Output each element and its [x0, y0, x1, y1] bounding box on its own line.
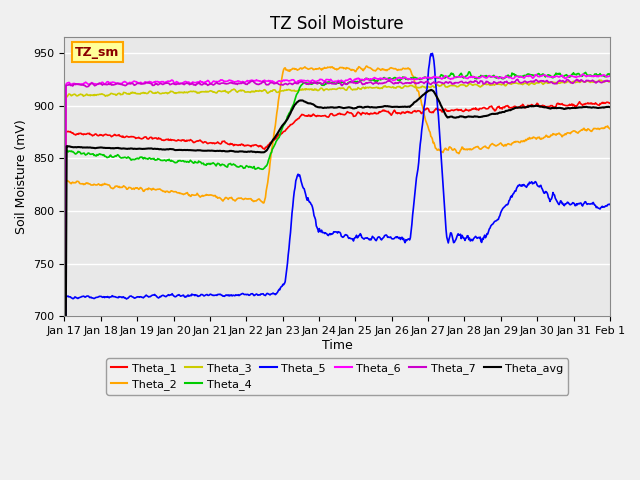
- Theta_2: [287, 67, 294, 72]
- Theta_5: [129, 294, 136, 300]
- Line: Theta_4: Theta_4: [65, 72, 640, 480]
- Line: Theta_7: Theta_7: [65, 79, 640, 480]
- Theta_3: [236, 88, 243, 94]
- Theta_7: [236, 81, 243, 86]
- Theta_7: [448, 81, 456, 87]
- Theta_2: [129, 186, 136, 192]
- Theta_4: [415, 76, 423, 82]
- Theta_6: [129, 79, 136, 85]
- Theta_5: [287, 230, 294, 236]
- Theta_1: [129, 134, 136, 140]
- Y-axis label: Soil Moisture (mV): Soil Moisture (mV): [15, 120, 28, 234]
- Theta_5: [429, 50, 436, 56]
- Theta_5: [415, 150, 423, 156]
- Theta_3: [287, 87, 294, 93]
- Theta_avg: [449, 114, 457, 120]
- Theta_2: [236, 195, 243, 201]
- Theta_6: [236, 79, 243, 84]
- Theta_6: [265, 78, 273, 84]
- Line: Theta_6: Theta_6: [65, 74, 640, 480]
- Theta_3: [448, 83, 456, 88]
- Theta_avg: [287, 110, 294, 116]
- Line: Theta_1: Theta_1: [65, 99, 640, 480]
- Theta_5: [236, 292, 243, 298]
- Line: Theta_avg: Theta_avg: [65, 90, 640, 480]
- Theta_1: [415, 108, 423, 114]
- Theta_avg: [428, 87, 435, 93]
- Theta_2: [362, 63, 370, 69]
- Title: TZ Soil Moisture: TZ Soil Moisture: [270, 15, 404, 33]
- Theta_6: [415, 75, 423, 81]
- Theta_4: [448, 71, 456, 77]
- Line: Theta_2: Theta_2: [65, 66, 640, 480]
- Legend: Theta_1, Theta_2, Theta_3, Theta_4, Theta_5, Theta_6, Theta_7, Theta_avg: Theta_1, Theta_2, Theta_3, Theta_4, Thet…: [106, 359, 568, 395]
- Theta_6: [287, 78, 294, 84]
- Line: Theta_5: Theta_5: [65, 53, 640, 480]
- Theta_4: [466, 69, 474, 75]
- Theta_1: [265, 142, 273, 148]
- X-axis label: Time: Time: [322, 339, 353, 352]
- Theta_7: [513, 76, 521, 82]
- Theta_4: [287, 108, 294, 114]
- Theta_7: [265, 82, 273, 87]
- Theta_3: [415, 85, 423, 91]
- Line: Theta_3: Theta_3: [65, 79, 640, 480]
- Theta_3: [129, 89, 136, 95]
- Theta_1: [287, 122, 294, 128]
- Theta_avg: [236, 148, 243, 154]
- Theta_2: [417, 95, 424, 101]
- Theta_4: [129, 156, 136, 162]
- Theta_avg: [265, 144, 273, 150]
- Theta_2: [265, 173, 273, 179]
- Theta_avg: [415, 96, 423, 101]
- Theta_6: [448, 75, 456, 81]
- Theta_7: [287, 81, 294, 86]
- Theta_3: [634, 76, 640, 82]
- Theta_5: [265, 291, 273, 297]
- Theta_1: [448, 108, 456, 113]
- Text: TZ_sm: TZ_sm: [76, 46, 120, 59]
- Theta_3: [265, 90, 273, 96]
- Theta_7: [129, 81, 136, 86]
- Theta_4: [236, 164, 243, 169]
- Theta_avg: [129, 146, 136, 152]
- Theta_6: [639, 72, 640, 77]
- Theta_1: [236, 142, 243, 147]
- Theta_2: [449, 147, 457, 153]
- Theta_7: [415, 79, 423, 85]
- Theta_5: [449, 236, 457, 242]
- Theta_4: [265, 157, 273, 163]
